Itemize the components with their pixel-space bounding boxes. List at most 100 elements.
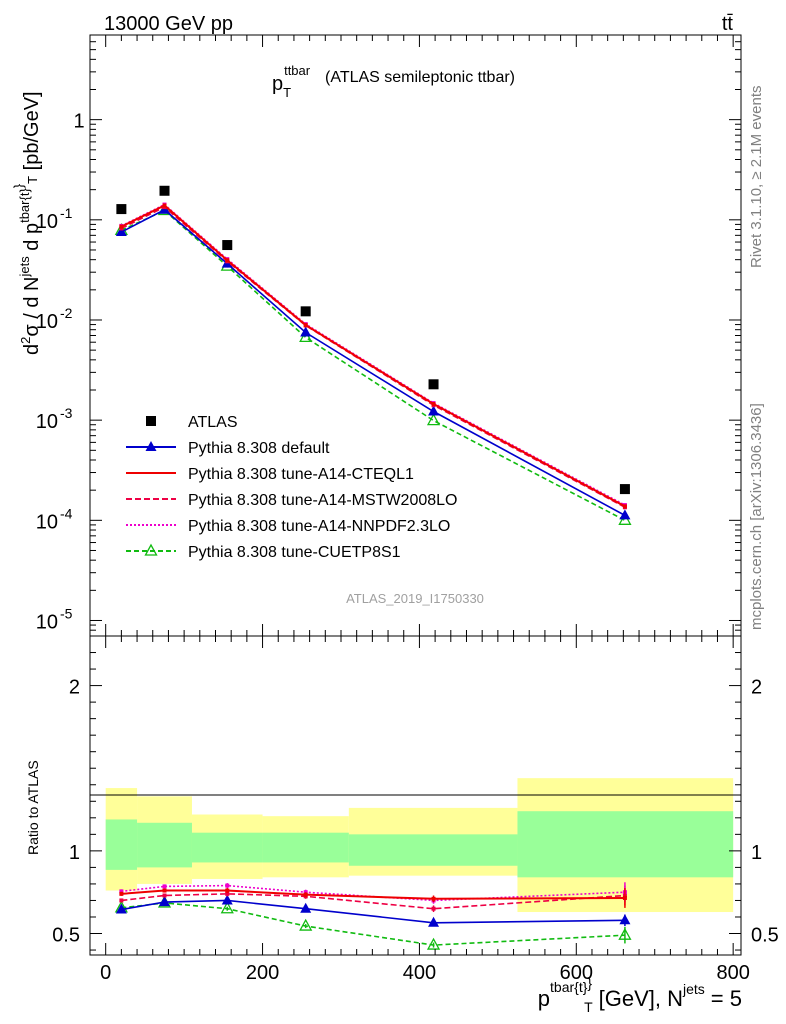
legend-marker [145, 441, 157, 451]
band-inner [137, 822, 192, 868]
series-point [162, 203, 167, 208]
series-point [119, 224, 124, 229]
data-point [116, 204, 127, 215]
ratio-y-tick-label: 2 [69, 677, 80, 699]
x-tick-label: 200 [246, 962, 279, 984]
series-point [300, 326, 312, 337]
x-axis-jets-sup: jets [682, 981, 705, 997]
ratio-point [299, 918, 313, 931]
ratio-point [619, 914, 631, 925]
band-inner [105, 819, 138, 870]
ratio-point [220, 901, 234, 914]
ratio-series-line [121, 889, 625, 900]
y-tick-exponent: -5 [60, 605, 73, 621]
plot-title: pTttbar [272, 63, 311, 100]
ratio-point [225, 888, 230, 893]
band-inner [348, 834, 518, 866]
title-subscript: T [283, 85, 291, 100]
ratio-y-axis: 0.5 0.5 1 1 2 2 [52, 652, 779, 951]
x-tick-label: 400 [403, 962, 436, 984]
ratio-y-tick-label-right: 2 [751, 677, 762, 699]
x-axis-eq: = 5 [711, 986, 742, 1011]
legend-label: ATLAS [188, 414, 238, 431]
y-tick-label: 10 [36, 211, 58, 233]
process-label: tt̄ [722, 13, 734, 35]
ratio-point [115, 903, 127, 914]
y-tick-label: 10 [36, 511, 58, 533]
ratio-point [431, 906, 436, 911]
series-line [121, 209, 626, 522]
ratio-y-tick-label-right: 0.5 [751, 925, 779, 947]
y-tick-exponent: -4 [60, 505, 73, 521]
ratio-point [428, 916, 440, 927]
ratio-panel: 0.5 0.5 1 1 2 2 0 200 400 600 800 Ratio to ATLAS [25, 635, 779, 984]
ratio-y-label: Ratio to ATLAS [25, 760, 41, 855]
legend: ATLAS Pythia 8.308 default Pythia 8.308 tu… [126, 414, 457, 561]
legend-label: Pythia 8.308 tune-A14-NNPDF2.3LO [188, 518, 450, 535]
y-tick-label: 10 [36, 411, 58, 433]
title-superscript: ttbar [284, 63, 311, 78]
band-inner [262, 832, 349, 863]
title-main: p [272, 73, 283, 95]
ratio-point [622, 895, 627, 900]
legend-label: Pythia 8.308 tune-A14-MSTW2008LO [188, 492, 457, 509]
energy-label: 13000 GeV pp [104, 13, 233, 35]
series-point [426, 413, 441, 426]
ratio-point [618, 927, 632, 940]
ratio-point [300, 902, 312, 913]
series-point [619, 509, 631, 520]
band-inner [191, 832, 263, 863]
y-tick-label: 10 [36, 311, 58, 333]
ratio-y-tick-label: 1 [69, 842, 80, 864]
ratio-point [426, 937, 441, 950]
x-axis-unit: [GeV], N [599, 986, 683, 1011]
ratio-point [159, 896, 171, 907]
data-point [159, 185, 170, 196]
x-tick-label: 600 [560, 962, 593, 984]
series-line [120, 204, 626, 508]
y-tick-exponent: -3 [60, 405, 73, 421]
legend-label: Pythia 8.308 tune-CUETP8S1 [188, 544, 401, 561]
ratio-series-group [114, 882, 632, 950]
ratio-point [221, 894, 233, 905]
series-point [115, 226, 127, 237]
main-series-group [114, 202, 632, 525]
ratio-point [431, 896, 436, 901]
ratio-point [162, 884, 167, 889]
y-tick-label: 1 [73, 111, 84, 133]
y-tick-exponent: -1 [60, 205, 73, 221]
x-axis: 0 200 400 600 800 [100, 636, 750, 984]
series-point [428, 405, 440, 416]
data-point [428, 379, 439, 390]
data-point [222, 240, 233, 251]
series-point [431, 401, 436, 406]
series-point [303, 323, 308, 328]
ratio-plot-frame [89, 635, 742, 956]
legend-label: Pythia 8.308 tune-A14-CTEQL1 [188, 466, 414, 483]
title-rest: (ATLAS semileptonic ttbar) [325, 69, 515, 86]
data-point [619, 484, 630, 495]
rivet-label: Rivet 3.1.10, ≥ 2.1M events [748, 86, 765, 269]
ratio-y-tick-label-right: 1 [751, 842, 762, 864]
ratio-point [162, 888, 167, 893]
series-line [121, 208, 626, 517]
ratio-point [303, 892, 308, 897]
y-tick-exponent: -2 [60, 305, 73, 321]
ratio-point [119, 891, 124, 896]
ratio-point [119, 889, 124, 894]
ratio-point [119, 898, 124, 903]
x-tick-label: 0 [100, 962, 111, 984]
band-inner [517, 811, 734, 878]
x-tick-label: 800 [716, 962, 749, 984]
ratio-series-line [121, 899, 625, 924]
y-tick-label: 10 [36, 611, 58, 633]
ratio-y-tick-label: 0.5 [52, 925, 80, 947]
main-x-ticks [105, 35, 734, 636]
mcplots-label: mcplots.cern.ch [arXiv:1306.3436] [748, 403, 765, 630]
main-y-axis: 10 -510 -410 -310 -210 -11 [36, 34, 741, 637]
ratio-series-line [121, 893, 625, 910]
main-data-points [116, 185, 630, 495]
legend-marker [146, 416, 156, 426]
data-point [300, 306, 311, 317]
